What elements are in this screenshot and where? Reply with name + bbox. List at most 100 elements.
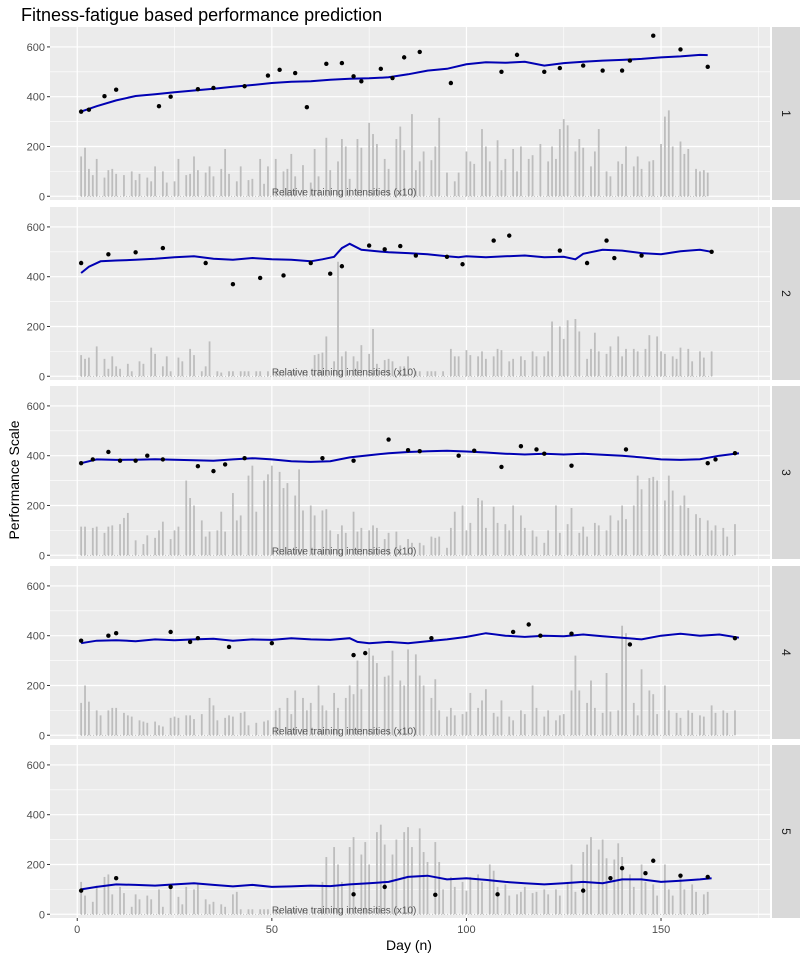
observed-point — [339, 60, 345, 66]
observed-point — [211, 468, 216, 474]
observed-point — [705, 64, 710, 70]
intensity-bar — [173, 181, 176, 197]
intensity-bar — [344, 697, 347, 736]
intensity-bar — [185, 715, 188, 736]
panel-background — [50, 386, 770, 559]
intensity-bar — [683, 495, 686, 556]
intensity-bar — [461, 881, 464, 915]
intensity-bar — [484, 689, 487, 736]
intensity-bar — [317, 353, 320, 377]
intensity-bar — [434, 537, 437, 556]
intensity-bar — [228, 715, 230, 736]
intensity-bar — [469, 161, 472, 197]
intensity-bar — [590, 680, 592, 736]
intensity-bar — [177, 526, 180, 556]
intensity-bar — [146, 895, 149, 915]
intensity-bar — [107, 526, 110, 556]
intensity-bar — [399, 680, 402, 736]
intensity-bar — [621, 505, 624, 556]
observed-point — [102, 94, 107, 99]
model-line — [80, 874, 712, 891]
intensity-bar — [169, 884, 172, 915]
intensity-bar — [679, 505, 682, 556]
y-tick-label: 400 — [27, 810, 45, 822]
intensity-bar — [535, 707, 538, 736]
intensity-bar — [286, 909, 289, 915]
intensity-bar — [570, 864, 573, 915]
intensity-bar — [111, 525, 114, 556]
panel-background — [50, 745, 770, 918]
intensity-bar — [702, 357, 705, 377]
intensity-bar — [652, 476, 655, 556]
intensity-bar — [193, 719, 195, 736]
observed-point — [382, 884, 387, 890]
intensity-bar — [294, 495, 297, 556]
intensity-bar — [325, 336, 328, 377]
intensity-bar — [531, 893, 534, 915]
intensity-bar — [220, 904, 223, 915]
intensity-bar — [426, 861, 429, 915]
intensity-bar — [516, 171, 518, 197]
intensity-bar — [574, 891, 577, 915]
intensity-bar — [656, 480, 659, 556]
intensity-bar — [243, 371, 246, 377]
intensity-bar — [290, 371, 293, 377]
intensity-bar — [457, 356, 460, 377]
observed-point — [429, 635, 434, 641]
intensity-bar — [126, 512, 129, 556]
intensity-bar — [664, 353, 666, 377]
intensity-bar — [644, 881, 647, 915]
intensity-bar — [609, 346, 612, 377]
y-tick-label: 0 — [39, 371, 45, 383]
observed-point — [705, 460, 710, 466]
intensity-bar — [115, 707, 118, 736]
x-tick-label: 100 — [457, 924, 475, 936]
intensity-bar — [446, 547, 448, 556]
intensity-bar — [453, 356, 456, 377]
intensity-bar — [368, 530, 371, 556]
intensity-bar — [632, 348, 635, 377]
intensity-bar — [138, 173, 141, 197]
y-axis-title: Performance Scale — [6, 420, 22, 539]
intensity-bar — [204, 172, 207, 197]
intensity-bar — [95, 885, 98, 915]
intensity-bar — [636, 156, 639, 197]
intensity-bar — [161, 906, 164, 915]
intensity-bar — [173, 716, 176, 736]
observed-point — [398, 243, 403, 249]
y-tick-label: 200 — [27, 141, 45, 153]
strip-background — [772, 207, 800, 380]
intensity-bar — [679, 141, 682, 197]
intensity-bar — [220, 372, 223, 377]
observed-point — [351, 458, 356, 463]
intensity-bar — [695, 514, 697, 556]
observed-point — [292, 70, 298, 76]
intensity-bar — [337, 261, 339, 377]
intensity-bar — [84, 358, 86, 377]
intensity-bar — [453, 511, 456, 556]
intensity-bar — [204, 536, 207, 556]
intensity-bar — [111, 356, 114, 377]
intensity-bar — [387, 675, 390, 736]
observed-point — [510, 629, 516, 635]
intensity-bar — [282, 171, 285, 197]
observed-point — [386, 437, 391, 442]
intensity-bar — [438, 710, 441, 736]
observed-point — [277, 67, 282, 73]
intensity-bar — [574, 319, 577, 377]
intensity-bar — [477, 356, 480, 377]
intensity-bar — [88, 701, 90, 736]
intensity-bar — [699, 517, 701, 556]
intensity-bar — [232, 894, 234, 915]
intensity-bar — [169, 539, 172, 556]
intensity-bar — [683, 153, 686, 197]
observed-point — [709, 249, 714, 255]
observed-point — [359, 79, 364, 84]
intensity-bar — [185, 175, 188, 197]
intensity-bar — [294, 690, 297, 736]
intensity-bar — [247, 725, 250, 736]
intensity-bar — [504, 158, 507, 197]
intensity-bar — [177, 357, 180, 377]
observed-point — [351, 74, 356, 79]
intensity-bar — [383, 676, 386, 736]
